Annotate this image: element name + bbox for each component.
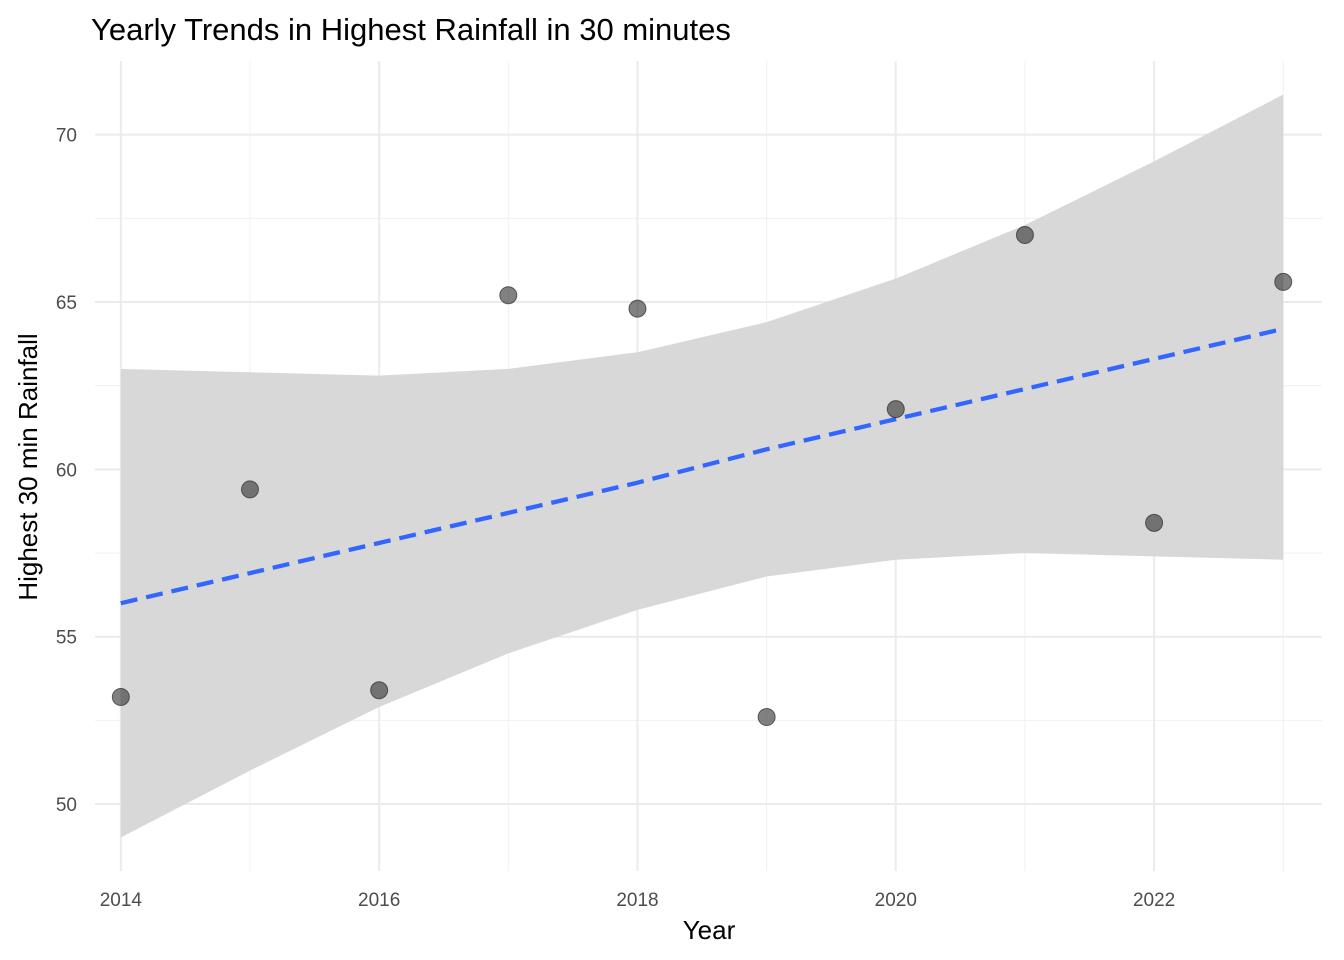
data-point (1015, 226, 1034, 245)
x-tick-label: 2018 (616, 890, 658, 911)
data-point (886, 400, 905, 419)
x-tick-label: 2020 (875, 890, 917, 911)
data-point (757, 708, 776, 727)
confidence-band (120, 94, 1284, 838)
trend-line (120, 326, 1284, 606)
data-point (1145, 513, 1164, 532)
confidence-band-area (120, 94, 1284, 838)
x-tick-label: 2022 (1133, 890, 1175, 911)
y-tick-label: 60 (56, 460, 77, 481)
y-axis-title: Highest 30 min Rainfall (13, 333, 43, 600)
data-point (628, 299, 647, 318)
data-point (240, 480, 259, 499)
y-axis-ticks: 50 55 60 65 70 (56, 126, 77, 816)
y-tick-label: 70 (56, 126, 77, 147)
y-tick-label: 55 (56, 628, 77, 649)
data-point (1274, 272, 1293, 291)
x-tick-label: 2016 (358, 890, 400, 911)
y-tick-label: 50 (56, 795, 77, 816)
y-tick-label: 65 (56, 293, 77, 314)
data-point (111, 687, 130, 706)
x-axis-ticks: 2014 2016 2018 2020 2022 (100, 890, 1176, 911)
x-tick-label: 2014 (100, 890, 143, 911)
trend-line-path (120, 326, 1284, 606)
chart-title: Yearly Trends in Highest Rainfall in 30 … (91, 12, 731, 47)
data-point (499, 286, 518, 305)
data-point (370, 681, 389, 700)
x-axis-title: Year (683, 915, 736, 945)
data-points (111, 226, 1293, 727)
